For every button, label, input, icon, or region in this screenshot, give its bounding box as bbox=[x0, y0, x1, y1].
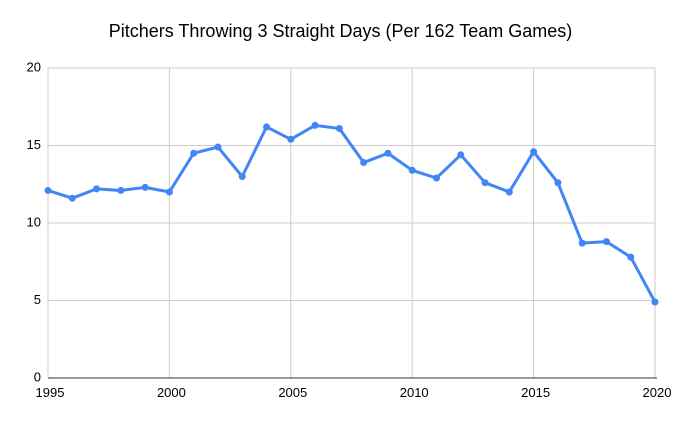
data-point bbox=[335, 124, 343, 132]
data-point bbox=[505, 188, 513, 196]
x-tick-label: 2015 bbox=[521, 385, 550, 400]
x-tick-label: 2010 bbox=[400, 385, 429, 400]
data-line bbox=[46, 123, 657, 304]
y-tick-label: 0 bbox=[34, 369, 41, 384]
data-point bbox=[554, 179, 562, 187]
data-point bbox=[578, 239, 586, 247]
x-tick-label: 1995 bbox=[36, 385, 65, 400]
x-tick-label: 2005 bbox=[278, 385, 307, 400]
data-point bbox=[651, 298, 659, 306]
y-tick-label: 20 bbox=[27, 59, 41, 74]
data-point bbox=[530, 148, 538, 156]
x-tick-label: 2020 bbox=[643, 385, 672, 400]
data-point bbox=[602, 238, 610, 246]
data-point bbox=[190, 149, 198, 157]
data-point bbox=[93, 185, 101, 193]
data-point bbox=[117, 186, 125, 194]
y-tick-label: 5 bbox=[34, 292, 41, 307]
data-point bbox=[214, 143, 222, 151]
data-point bbox=[384, 149, 392, 157]
data-point bbox=[44, 186, 52, 194]
data-point bbox=[432, 174, 440, 182]
data-point bbox=[360, 159, 368, 167]
data-point bbox=[263, 123, 271, 131]
data-point bbox=[408, 166, 416, 174]
y-tick-label: 15 bbox=[27, 137, 41, 152]
x-tick-label: 2000 bbox=[157, 385, 186, 400]
data-point bbox=[141, 183, 149, 191]
data-point bbox=[68, 194, 76, 202]
data-point bbox=[311, 121, 319, 129]
data-point bbox=[165, 188, 173, 196]
data-point bbox=[481, 179, 489, 187]
chart-title: Pitchers Throwing 3 Straight Days (Per 1… bbox=[108, 21, 573, 41]
data-point bbox=[457, 151, 465, 159]
data-point bbox=[238, 173, 246, 180]
data-point bbox=[287, 135, 295, 143]
data-point bbox=[627, 253, 635, 261]
y-tick-label: 10 bbox=[27, 214, 41, 229]
